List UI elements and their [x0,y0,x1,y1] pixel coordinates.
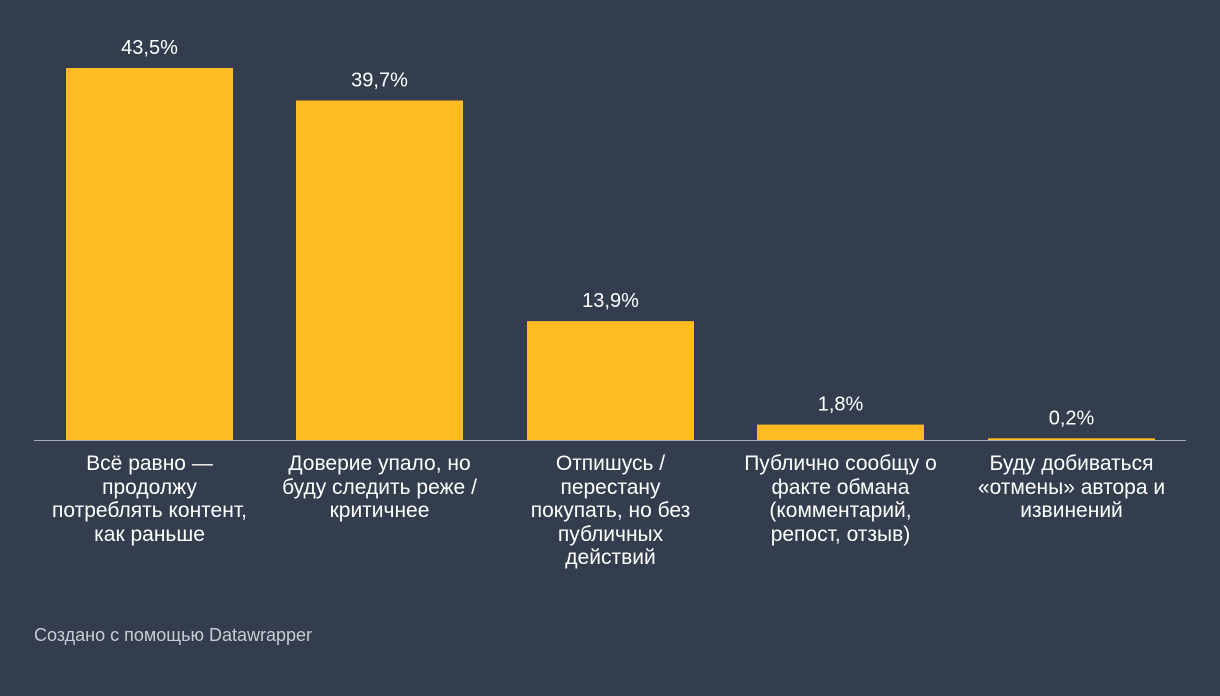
category-label-4: Буду добиваться «отмены» автора и извине… [977,452,1166,522]
credit-text: Создано с помощью Datawrapper [34,625,313,645]
bar-0 [66,68,233,440]
bar-1 [296,100,463,440]
category-label-0: Всё равно — продолжу потреблять контент,… [52,452,247,546]
bar-4 [988,438,1155,440]
value-label-0: 43,5% [121,37,178,59]
value-label-4: 0,2% [1049,407,1095,429]
category-label-3: Публично сообщу о факте обмана (коммента… [744,452,937,546]
category-label-1: Доверие упало, но буду следить реже / кр… [282,452,477,522]
value-label-1: 39,7% [351,69,408,91]
bar-3 [757,424,924,440]
bar-2 [527,321,694,440]
value-label-2: 13,9% [582,290,639,312]
value-label-3: 1,8% [818,394,864,416]
category-label-2: Отпишусь / перестану покупать, но без пу… [530,452,691,569]
